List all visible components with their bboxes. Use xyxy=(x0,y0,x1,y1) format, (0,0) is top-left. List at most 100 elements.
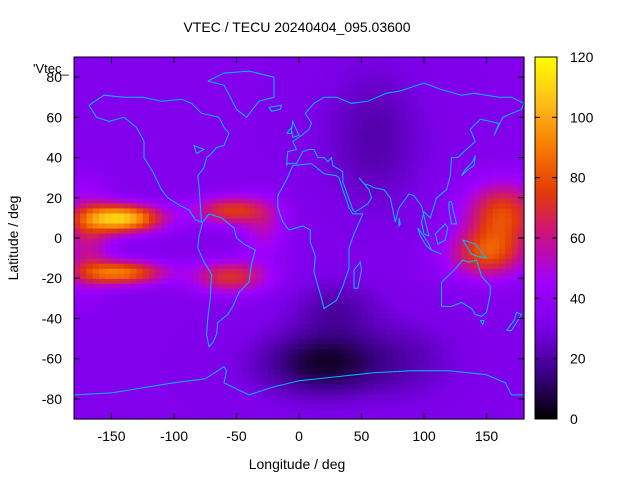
heatmap-cell xyxy=(461,112,469,118)
heatmap-cell xyxy=(361,192,369,199)
heatmap-cell xyxy=(392,308,400,315)
heatmap-cell xyxy=(167,137,175,144)
heatmap-cell xyxy=(305,147,313,154)
heatmap-cell xyxy=(261,217,269,224)
heatmap-cell xyxy=(261,273,269,279)
heatmap-cell xyxy=(249,217,256,224)
heatmap-cell xyxy=(374,107,381,113)
heatmap-cell xyxy=(255,137,263,144)
heatmap-cell xyxy=(292,313,300,320)
heatmap-cell xyxy=(355,258,363,264)
heatmap-cell xyxy=(261,248,269,254)
heatmap-cell xyxy=(86,238,94,244)
heatmap-cell xyxy=(436,152,444,159)
heatmap-cell xyxy=(274,167,281,174)
heatmap-cell xyxy=(336,238,344,244)
heatmap-cell xyxy=(255,368,263,375)
heatmap-cell xyxy=(399,132,406,139)
heatmap-cell xyxy=(342,82,350,88)
heatmap-cell xyxy=(236,147,244,154)
heatmap-cell xyxy=(405,288,413,294)
heatmap-cell xyxy=(467,67,475,73)
heatmap-cell xyxy=(480,403,488,410)
heatmap-cell xyxy=(167,192,175,199)
heatmap-cell xyxy=(286,127,294,134)
heatmap-cell xyxy=(92,258,100,264)
heatmap-cell xyxy=(499,288,506,294)
heatmap-cell xyxy=(167,202,175,209)
heatmap-cell xyxy=(474,413,481,420)
heatmap-cell xyxy=(449,167,456,174)
heatmap-cell xyxy=(386,97,394,103)
heatmap-cell xyxy=(111,293,119,299)
heatmap-cell xyxy=(480,298,488,304)
heatmap-cell xyxy=(217,298,225,304)
heatmap-cell xyxy=(492,147,500,154)
heatmap-cell xyxy=(99,87,106,93)
heatmap-cell xyxy=(311,268,319,274)
heatmap-cell xyxy=(274,358,281,365)
heatmap-cell xyxy=(399,187,406,194)
heatmap-cell xyxy=(311,127,319,134)
heatmap-cell xyxy=(330,273,338,279)
heatmap-cell xyxy=(80,408,88,415)
heatmap-cell xyxy=(342,413,350,420)
heatmap-cell xyxy=(436,338,444,345)
heatmap-cell xyxy=(86,373,94,380)
heatmap-cell xyxy=(142,192,150,199)
heatmap-cell xyxy=(342,92,350,98)
heatmap-cell xyxy=(161,132,169,139)
heatmap-cell xyxy=(405,107,413,113)
heatmap-cell xyxy=(274,383,281,390)
heatmap-cell xyxy=(161,238,169,244)
heatmap-cell xyxy=(130,283,138,289)
heatmap-cell xyxy=(330,192,338,199)
heatmap-cell xyxy=(317,222,325,229)
heatmap-cell xyxy=(267,358,275,365)
heatmap-cell xyxy=(224,283,231,289)
heatmap-cell xyxy=(249,298,256,304)
heatmap-cell xyxy=(392,127,400,134)
heatmap-cell xyxy=(192,192,200,199)
heatmap-cell xyxy=(330,72,338,78)
heatmap-cell xyxy=(392,358,400,365)
heatmap-cell xyxy=(174,403,181,410)
heatmap-cell xyxy=(436,227,444,234)
heatmap-cell xyxy=(161,358,169,365)
heatmap-cell xyxy=(417,172,425,179)
heatmap-cell xyxy=(492,288,500,294)
heatmap-cell xyxy=(499,303,506,309)
heatmap-cell xyxy=(111,328,119,335)
heatmap-cell xyxy=(330,197,338,204)
heatmap-cell xyxy=(230,393,238,400)
heatmap-cell xyxy=(486,147,494,154)
heatmap-cell xyxy=(74,253,81,259)
heatmap-cell xyxy=(186,147,194,154)
heatmap-cell xyxy=(80,413,88,420)
heatmap-cell xyxy=(480,232,488,239)
heatmap-cell xyxy=(367,273,375,279)
heatmap-cell xyxy=(280,348,288,355)
heatmap-cell xyxy=(117,293,125,299)
heatmap-cell xyxy=(299,192,306,199)
heatmap-cell xyxy=(105,333,113,340)
heatmap-cell xyxy=(261,388,269,395)
heatmap-cell xyxy=(467,97,475,103)
heatmap-cell xyxy=(74,308,81,315)
heatmap-cell xyxy=(442,358,450,365)
heatmap-cell xyxy=(161,57,169,63)
heatmap-cell xyxy=(436,398,444,405)
heatmap-cell xyxy=(336,248,344,254)
heatmap-cell xyxy=(405,162,413,169)
heatmap-cell xyxy=(361,57,369,63)
heatmap-cell xyxy=(92,57,100,63)
heatmap-cell xyxy=(224,207,231,214)
heatmap-cell xyxy=(455,147,463,154)
heatmap-cell xyxy=(161,398,169,405)
heatmap-cell xyxy=(186,227,194,234)
heatmap-cell xyxy=(299,127,306,134)
heatmap-cell xyxy=(455,288,463,294)
heatmap-cell xyxy=(199,92,206,98)
heatmap-cell xyxy=(430,57,438,63)
heatmap-cell xyxy=(392,207,400,214)
